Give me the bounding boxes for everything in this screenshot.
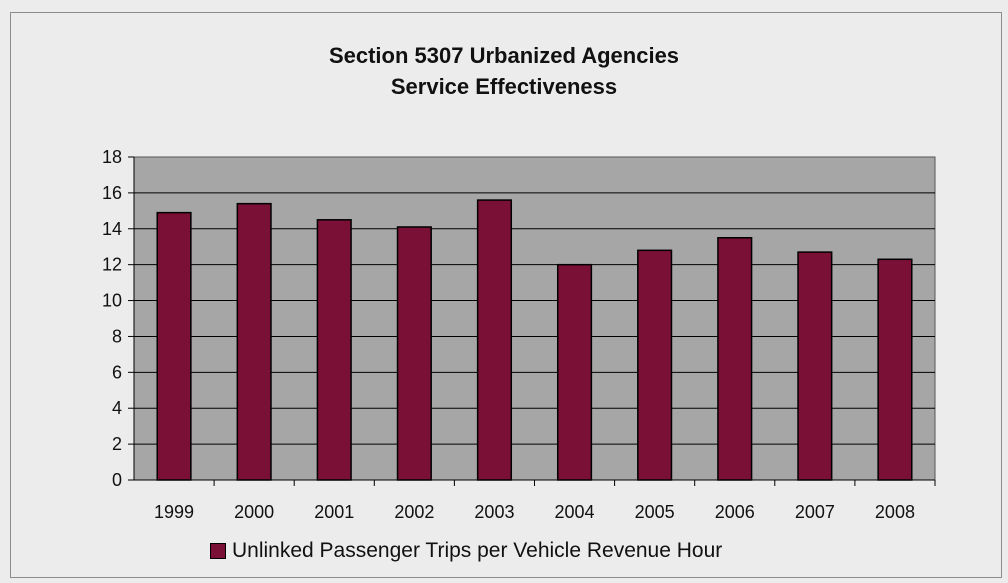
bar-2001 <box>316 219 352 481</box>
x-tick-label: 2002 <box>394 502 434 522</box>
x-tick-label: 2007 <box>795 502 835 522</box>
legend: Unlinked Passenger Trips per Vehicle Rev… <box>210 538 722 564</box>
bar-2008 <box>877 258 913 481</box>
y-tick-label: 8 <box>112 326 122 346</box>
y-tick-label: 16 <box>102 183 122 203</box>
x-tick-label: 2008 <box>875 502 915 522</box>
x-tick-label: 2005 <box>635 502 675 522</box>
y-tick-label: 14 <box>102 219 122 239</box>
y-tick-label: 18 <box>102 147 122 167</box>
bar-2005 <box>637 249 673 481</box>
bar-1999 <box>156 211 192 481</box>
axes <box>128 156 936 486</box>
y-tick-label: 0 <box>112 470 122 490</box>
bar-2007 <box>797 251 833 481</box>
legend-label: Unlinked Passenger Trips per Vehicle Rev… <box>232 539 723 562</box>
x-tick-label: 1999 <box>154 502 194 522</box>
chart-title: Section 5307 Urbanized Agencies Service … <box>0 40 1008 102</box>
chart-title-line-2: Service Effectiveness <box>390 74 618 99</box>
bar-2004 <box>556 263 593 481</box>
x-tick-label: 2004 <box>555 502 595 522</box>
bar-2000 <box>236 202 272 481</box>
y-tick-label: 10 <box>102 291 122 311</box>
tick-labels: 0 2 4 6 8 10 12 14 16 18 1999 2000 2001 2002 2003 2004 2… <box>102 147 915 522</box>
bar-2002 <box>396 226 432 481</box>
x-tick-label: 2000 <box>234 502 274 522</box>
x-tick-label: 2001 <box>314 502 354 522</box>
bar-2003 <box>476 199 513 481</box>
y-tick-label: 6 <box>112 362 122 382</box>
bars <box>156 199 913 481</box>
legend-swatch <box>210 543 226 559</box>
bar-2006 <box>717 237 753 481</box>
y-tick-label: 12 <box>102 255 122 275</box>
y-tick-label: 2 <box>112 434 122 454</box>
x-tick-label: 2003 <box>474 502 514 522</box>
x-tick-label: 2006 <box>715 502 755 522</box>
chart-title-line-1: Section 5307 Urbanized Agencies <box>328 43 680 68</box>
y-tick-label: 4 <box>112 398 122 418</box>
